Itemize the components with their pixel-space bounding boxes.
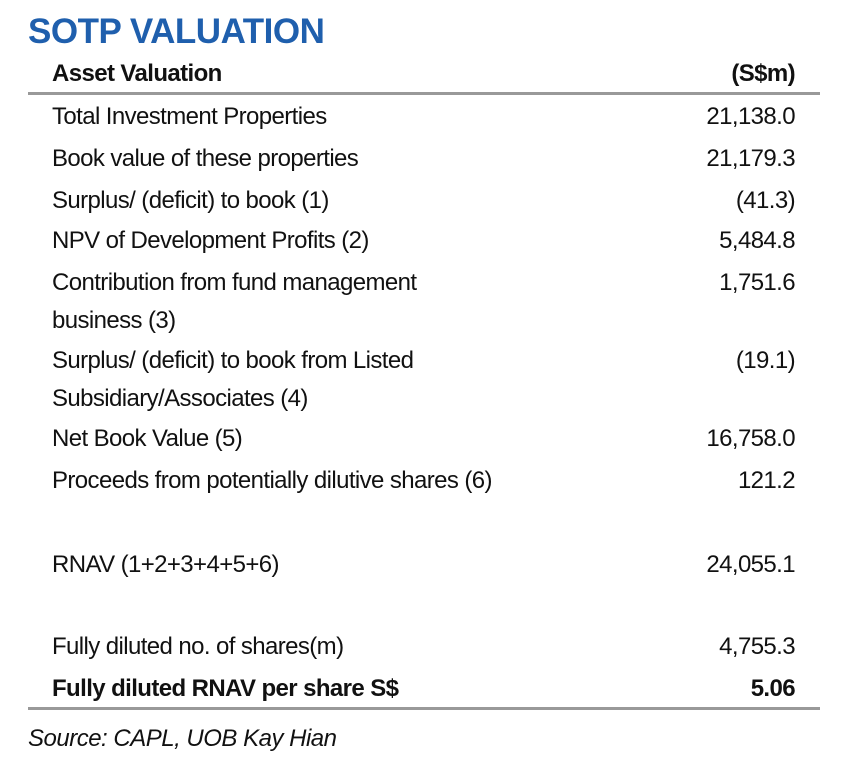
row-label: Surplus/ (deficit) to book from Listed S… xyxy=(52,347,414,412)
row-label: Fully diluted RNAV per share S$ xyxy=(52,675,399,702)
row-label: Contribution from fund management busine… xyxy=(52,269,417,334)
row-value: 21,179.3 xyxy=(706,145,795,172)
row-value: 24,055.1 xyxy=(706,551,795,578)
row-label: Proceeds from potentially dilutive share… xyxy=(52,467,492,494)
bottom-rule xyxy=(28,707,820,710)
row-value: 4,755.3 xyxy=(719,633,795,660)
row-value: 1,751.6 xyxy=(719,269,795,296)
header-rule xyxy=(28,92,820,95)
row-label: Book value of these properties xyxy=(52,145,359,172)
row-value: 5,484.8 xyxy=(719,227,795,254)
row-label: Total Investment Properties xyxy=(52,103,327,130)
row-label: RNAV (1+2+3+4+5+6) xyxy=(52,551,280,578)
source: Source: CAPL, UOB Kay Hian xyxy=(28,725,337,752)
title: SOTP VALUATION xyxy=(28,12,325,51)
header-label: Asset Valuation xyxy=(52,60,222,87)
row-label: Fully diluted no. of shares(m) xyxy=(52,633,344,660)
row-value: 21,138.0 xyxy=(706,103,795,130)
row-label: Net Book Value (5) xyxy=(52,425,243,452)
row-label: NPV of Development Profits (2) xyxy=(52,227,369,254)
row-value: (19.1) xyxy=(735,347,796,374)
row-value: 5.06 xyxy=(750,675,796,702)
row-label: Surplus/ (deficit) to book (1) xyxy=(52,187,329,214)
header-unit: (S$m) xyxy=(731,60,795,87)
row-value: 121.2 xyxy=(737,467,796,494)
row-value: 16,758.0 xyxy=(706,425,795,452)
row-value: (41.3) xyxy=(735,187,796,214)
